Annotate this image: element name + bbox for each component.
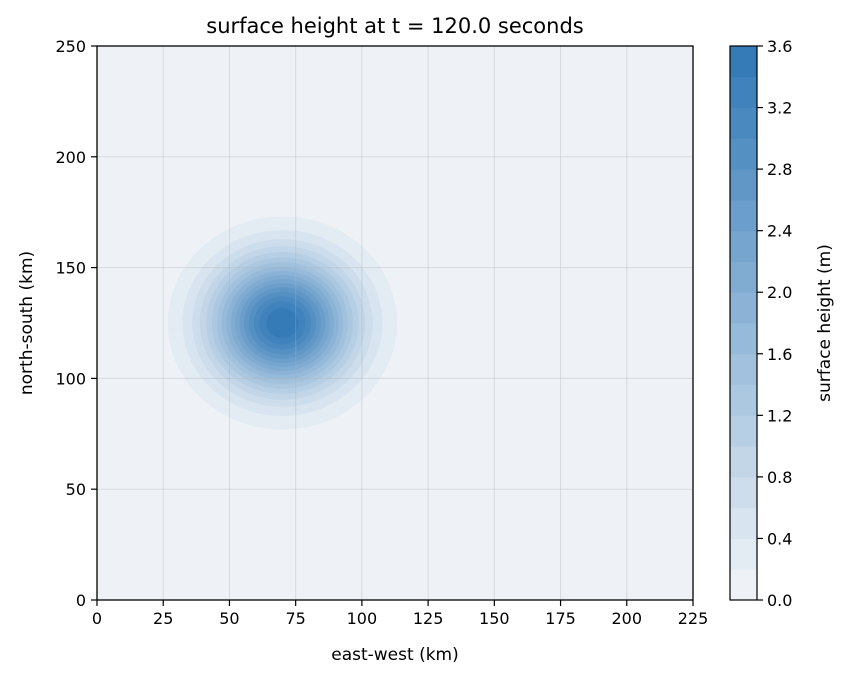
x-tick-label: 150: [479, 609, 510, 628]
colorbar-band-9: [730, 292, 757, 324]
plot-area: 0 25 50 75 100 125 150 175 200 225 0 50 100 150 200 250: [55, 37, 708, 628]
colorbar-band-11: [730, 230, 757, 262]
colorbar-label: surface height (m): [815, 244, 835, 402]
y-tick-label: 100: [55, 369, 86, 388]
chart-title: surface height at t = 120.0 seconds: [206, 14, 584, 38]
colorbar-band-16: [730, 76, 757, 109]
colorbar-tick-label: 2.0: [767, 283, 792, 302]
colorbar-tick-label: 0.8: [767, 468, 792, 487]
colorbar-band-14: [730, 138, 757, 170]
x-tick-label: 200: [612, 609, 643, 628]
colorbar-tick-label: 1.6: [767, 345, 792, 364]
colorbar-band-8: [730, 323, 757, 355]
colorbar-band-4: [730, 446, 757, 478]
colorbar-band-1: [730, 538, 757, 570]
x-axis-label: east-west (km): [331, 645, 459, 665]
x-tick-label: 100: [347, 609, 378, 628]
x-tick-label: 25: [153, 609, 173, 628]
colorbar-band-7: [730, 353, 757, 386]
colorbar-tick-label: 2.8: [767, 160, 792, 179]
colorbar-tick-label: 3.6: [767, 37, 792, 56]
x-tick-label: 0: [92, 609, 102, 628]
x-tick-label: 50: [219, 609, 239, 628]
colorbar-band-5: [730, 415, 757, 447]
contour-band-17: [266, 308, 299, 338]
x-tick-label: 175: [545, 609, 576, 628]
x-tick-label: 225: [678, 609, 709, 628]
colorbar-band-17: [730, 46, 757, 78]
x-tick-label: 75: [285, 609, 305, 628]
colorbar-tick-label: 0.0: [767, 591, 792, 610]
colorbar-tick-label: 2.4: [767, 222, 792, 241]
y-axis-label: north-south (km): [17, 251, 37, 395]
colorbar-band-15: [730, 107, 757, 139]
colorbar-band-3: [730, 476, 757, 509]
y-tick-label: 50: [66, 480, 86, 499]
colorbar-tick-label: 1.2: [767, 406, 792, 425]
x-tick-label: 125: [413, 609, 444, 628]
y-tick-label: 200: [55, 148, 86, 167]
y-tick-label: 250: [55, 37, 86, 56]
colorbar-band-13: [730, 169, 757, 201]
colorbar: 0.0 0.4 0.8 1.2 1.6 2.0 2.4 2.8 3.2 3.6: [729, 37, 792, 610]
colorbar-tick-label: 0.4: [767, 529, 792, 548]
colorbar-band-6: [730, 384, 757, 416]
colorbar-band-10: [730, 261, 757, 293]
colorbar-tick-label: 3.2: [767, 99, 792, 118]
colorbar-band-2: [730, 507, 757, 539]
plot-frame: [96, 45, 694, 601]
colorbar-band-12: [730, 199, 757, 232]
y-tick-label: 150: [55, 259, 86, 278]
colorbar-frame: [729, 45, 758, 601]
colorbar-band-0: [730, 569, 757, 601]
y-tick-label: 0: [76, 591, 86, 610]
